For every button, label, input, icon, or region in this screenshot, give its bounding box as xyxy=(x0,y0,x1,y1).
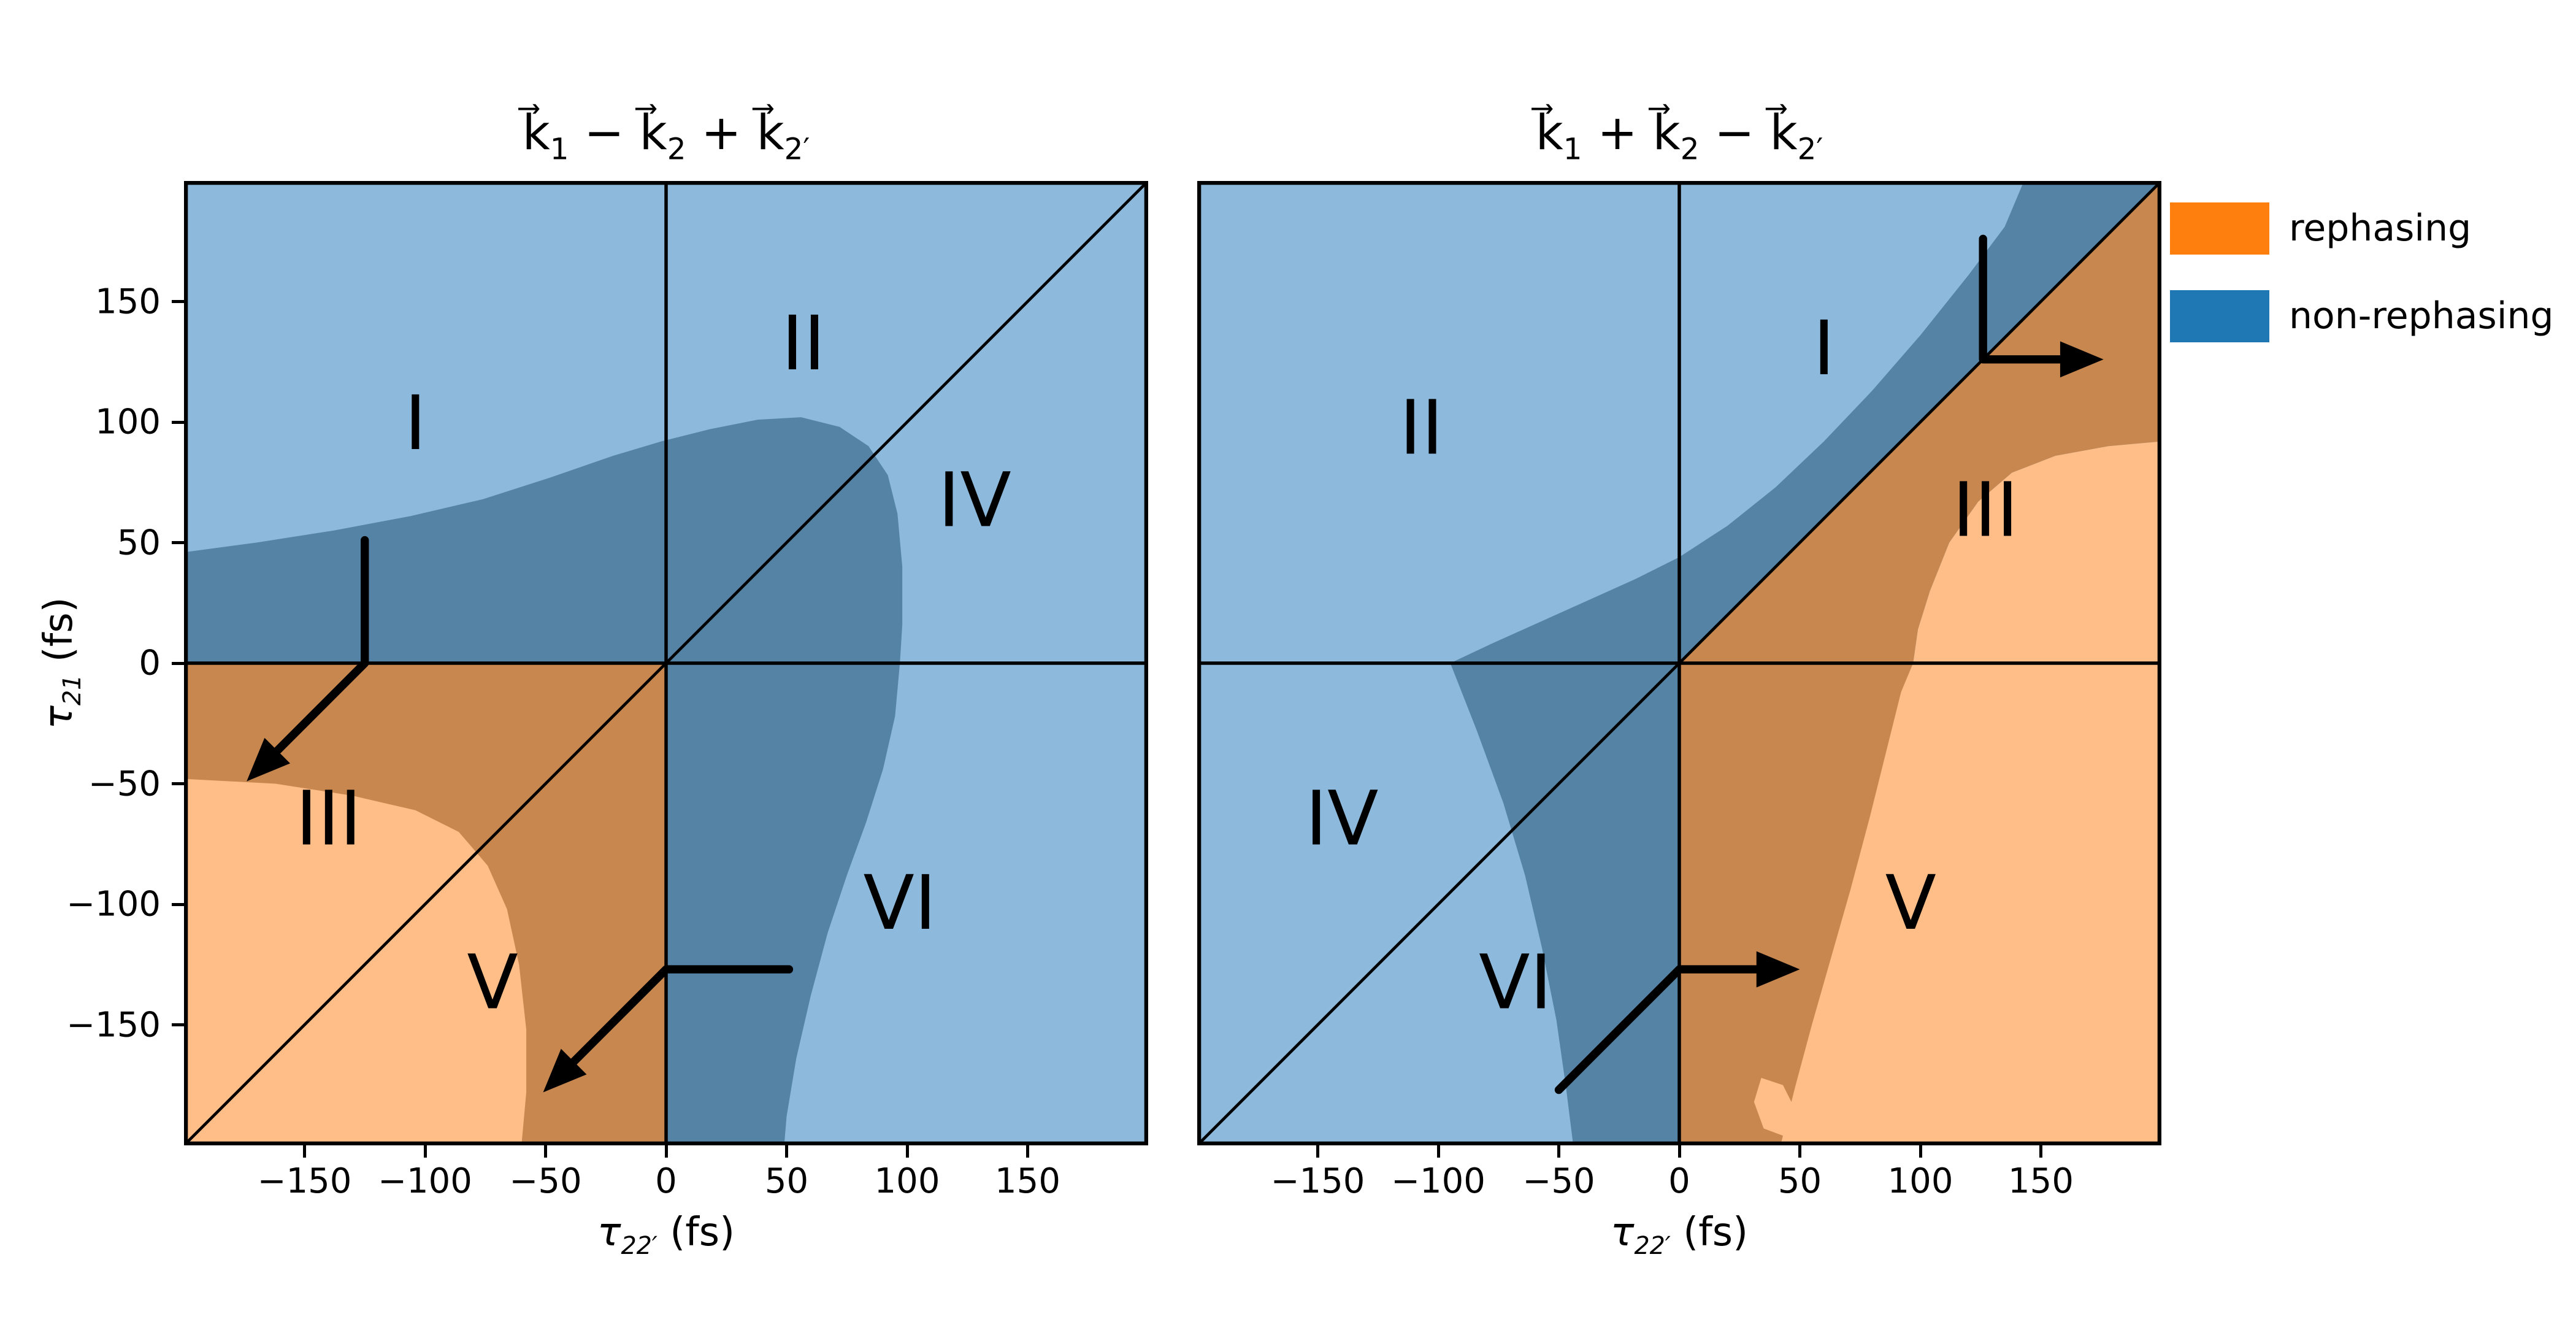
region-rephasing-weak-small-blob xyxy=(1754,1077,1795,1136)
pulse-arrow-lower-shaft xyxy=(569,965,794,1066)
region-label-V: V xyxy=(1885,859,1936,947)
region-label-III: III xyxy=(296,775,362,862)
region-label-VI: VI xyxy=(864,859,937,947)
x-tick-mark xyxy=(1316,1145,1319,1158)
x-tick-label: 50 xyxy=(1777,1161,1822,1201)
y-tick-label: 150 xyxy=(95,282,161,321)
y-tick-label: −50 xyxy=(88,764,161,804)
y-tick-mark xyxy=(172,1023,184,1026)
region-label-IV: IV xyxy=(1305,775,1378,862)
x-tick-label: −50 xyxy=(509,1161,582,1201)
region-label-III: III xyxy=(1952,466,2018,553)
region-rephasing-strong-band xyxy=(1679,181,2161,1145)
x-tick-label: 0 xyxy=(655,1161,677,1201)
region-non-rephasing-strong-band xyxy=(1450,181,2161,1145)
x-tick-label: 0 xyxy=(1668,1161,1690,1201)
y-tick-label: 100 xyxy=(95,402,161,442)
region-rephasing-weak-blob xyxy=(184,778,527,1145)
pulse-arrow-lower-head xyxy=(543,1048,587,1093)
region-rephasing-weak-wedge-upper xyxy=(1913,441,2161,663)
pulse-arrow-lower-head xyxy=(1756,951,1800,988)
y-tick-mark xyxy=(172,300,184,303)
x-tick-mark xyxy=(1026,1145,1029,1158)
pulse-arrow-upper-head xyxy=(247,737,291,782)
panel-right-title: k⃗1 + k⃗2 − k⃗2′ xyxy=(1535,106,1823,167)
legend-label-non-rephasing: non-rephasing xyxy=(2289,294,2554,337)
x-tick-mark xyxy=(1557,1145,1560,1158)
rephasing-swatch xyxy=(2170,202,2269,255)
x-tick-label: −50 xyxy=(1522,1161,1595,1201)
x-tick-mark xyxy=(1677,1145,1681,1158)
x-tick-mark xyxy=(544,1145,547,1158)
region-non-rephasing-weak-upper-left xyxy=(1197,181,1679,663)
pulse-arrow-upper-shaft xyxy=(1979,234,2064,364)
pulse-arrow-upper-shaft xyxy=(273,536,369,755)
x-tick-label: 150 xyxy=(995,1161,1060,1201)
region-label-II: II xyxy=(781,300,826,387)
region-label-II: II xyxy=(1400,385,1444,472)
x-tick-label: −100 xyxy=(378,1161,472,1201)
legend-item-non-rephasing: non-rephasing xyxy=(2170,290,2554,342)
pulse-arrow-upper-head xyxy=(2060,341,2104,378)
x-tick-mark xyxy=(303,1145,306,1158)
y-tick-mark xyxy=(172,902,184,906)
x-tick-label: 50 xyxy=(764,1161,809,1201)
y-tick-label: −100 xyxy=(66,884,161,924)
x-axis-label-left: τ22′ (fs) xyxy=(597,1210,735,1260)
region-label-I: I xyxy=(404,380,426,467)
non-rephasing-swatch xyxy=(2170,290,2269,342)
x-tick-label: 100 xyxy=(1887,1161,1953,1201)
x-tick-label: −100 xyxy=(1391,1161,1485,1201)
x-tick-label: −150 xyxy=(1270,1161,1365,1201)
legend-item-rephasing: rephasing xyxy=(2170,202,2554,255)
y-tick-mark xyxy=(172,661,184,665)
x-tick-mark xyxy=(1919,1145,1922,1158)
y-tick-label: 0 xyxy=(139,643,161,683)
x-tick-mark xyxy=(2039,1145,2042,1158)
panel-left-title: k⃗1 − k⃗2 + k⃗2′ xyxy=(522,106,810,167)
legend-label-rephasing: rephasing xyxy=(2289,207,2472,250)
x-tick-mark xyxy=(1436,1145,1440,1158)
y-tick-mark xyxy=(172,420,184,424)
legend: rephasing non-rephasing xyxy=(2170,202,2554,342)
y-tick-mark xyxy=(172,541,184,544)
region-label-V: V xyxy=(467,939,518,1026)
x-tick-label: 100 xyxy=(874,1161,940,1201)
x-tick-mark xyxy=(664,1145,668,1158)
y-tick-label: −150 xyxy=(66,1005,161,1045)
region-label-IV: IV xyxy=(938,457,1011,544)
x-tick-label: 150 xyxy=(2008,1161,2074,1201)
pulse-arrow-lower-shaft xyxy=(1554,965,1761,1094)
region-label-VI: VI xyxy=(1479,939,1552,1026)
x-tick-mark xyxy=(785,1145,788,1158)
x-tick-mark xyxy=(1798,1145,1801,1158)
x-tick-mark xyxy=(423,1145,427,1158)
y-axis-label: τ21 (fs) xyxy=(36,597,86,729)
x-tick-mark xyxy=(905,1145,909,1158)
y-tick-mark xyxy=(172,782,184,785)
region-label-I: I xyxy=(1813,305,1835,392)
x-tick-label: −150 xyxy=(257,1161,352,1201)
x-axis-label-right: τ22′ (fs) xyxy=(1610,1210,1749,1260)
y-tick-label: 50 xyxy=(117,523,161,563)
